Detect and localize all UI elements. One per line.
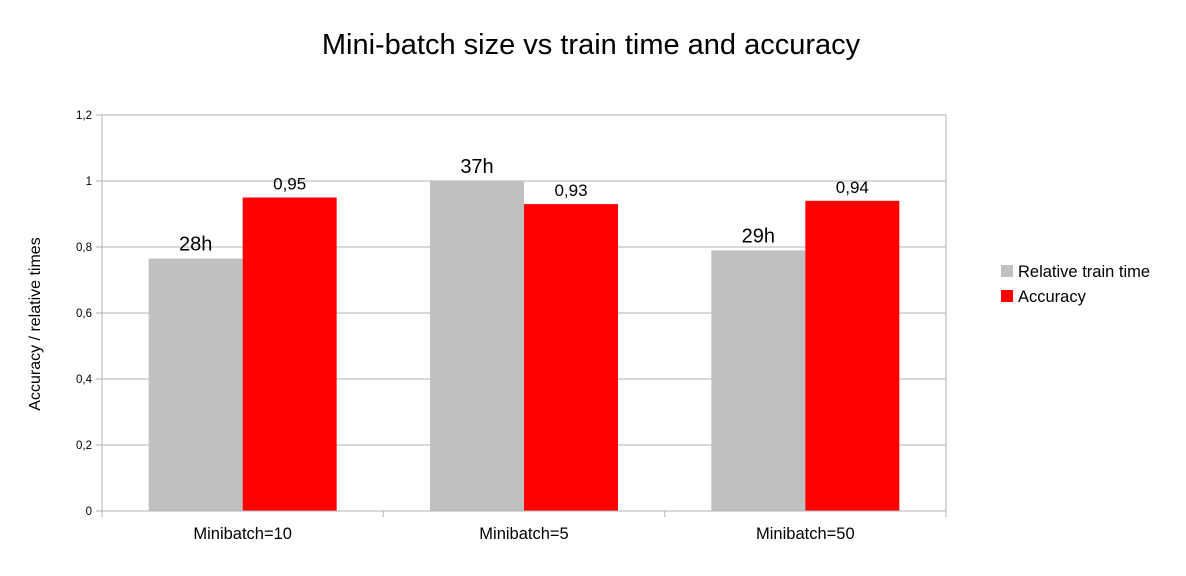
bars bbox=[148, 181, 900, 512]
bar-relative-train-time bbox=[430, 181, 524, 511]
y-tick-label: 0,2 bbox=[76, 440, 92, 452]
bar-accuracy bbox=[805, 200, 900, 512]
data-label: 0,95 bbox=[273, 175, 306, 194]
data-label: 0,93 bbox=[554, 181, 587, 200]
y-tick-label: 0,6 bbox=[76, 308, 92, 320]
data-labels: 28h 0,95 37h 0,93 29h 0,94 bbox=[179, 156, 869, 256]
data-label: 0,94 bbox=[836, 178, 869, 197]
y-tick-label: 0,4 bbox=[76, 374, 93, 386]
data-label: 37h bbox=[460, 156, 493, 178]
legend-label-relative-train-time: Relative train time bbox=[1018, 263, 1150, 281]
x-tick-label: Minibatch=50 bbox=[756, 525, 855, 543]
bar-relative-train-time bbox=[148, 258, 243, 511]
bar-accuracy bbox=[242, 197, 337, 511]
bar-relative-train-time bbox=[711, 250, 806, 512]
data-label: 29h bbox=[742, 225, 775, 247]
axes: 0 0,2 0,4 0,6 0,8 1 1,2 Minibatch=10 Minibatch=5… bbox=[76, 110, 947, 543]
y-tick-label: 0,8 bbox=[76, 242, 92, 254]
bar-accuracy bbox=[524, 204, 618, 511]
legend: Relative train time Accuracy bbox=[1001, 263, 1150, 306]
chart-title: Mini-batch size vs train time and accura… bbox=[322, 29, 861, 61]
y-tick-label: 0 bbox=[86, 506, 92, 518]
data-label: 28h bbox=[179, 234, 212, 256]
y-tick-label: 1 bbox=[86, 176, 92, 188]
x-tick-label: Minibatch=10 bbox=[193, 525, 292, 543]
x-tick-label: Minibatch=5 bbox=[479, 525, 568, 543]
y-axis-title: Accuracy / relative times bbox=[27, 237, 44, 410]
legend-swatch-accuracy bbox=[1001, 290, 1013, 302]
legend-swatch-relative-train-time bbox=[1001, 265, 1013, 277]
legend-label-accuracy: Accuracy bbox=[1018, 288, 1087, 306]
y-tick-label: 1,2 bbox=[76, 110, 92, 122]
